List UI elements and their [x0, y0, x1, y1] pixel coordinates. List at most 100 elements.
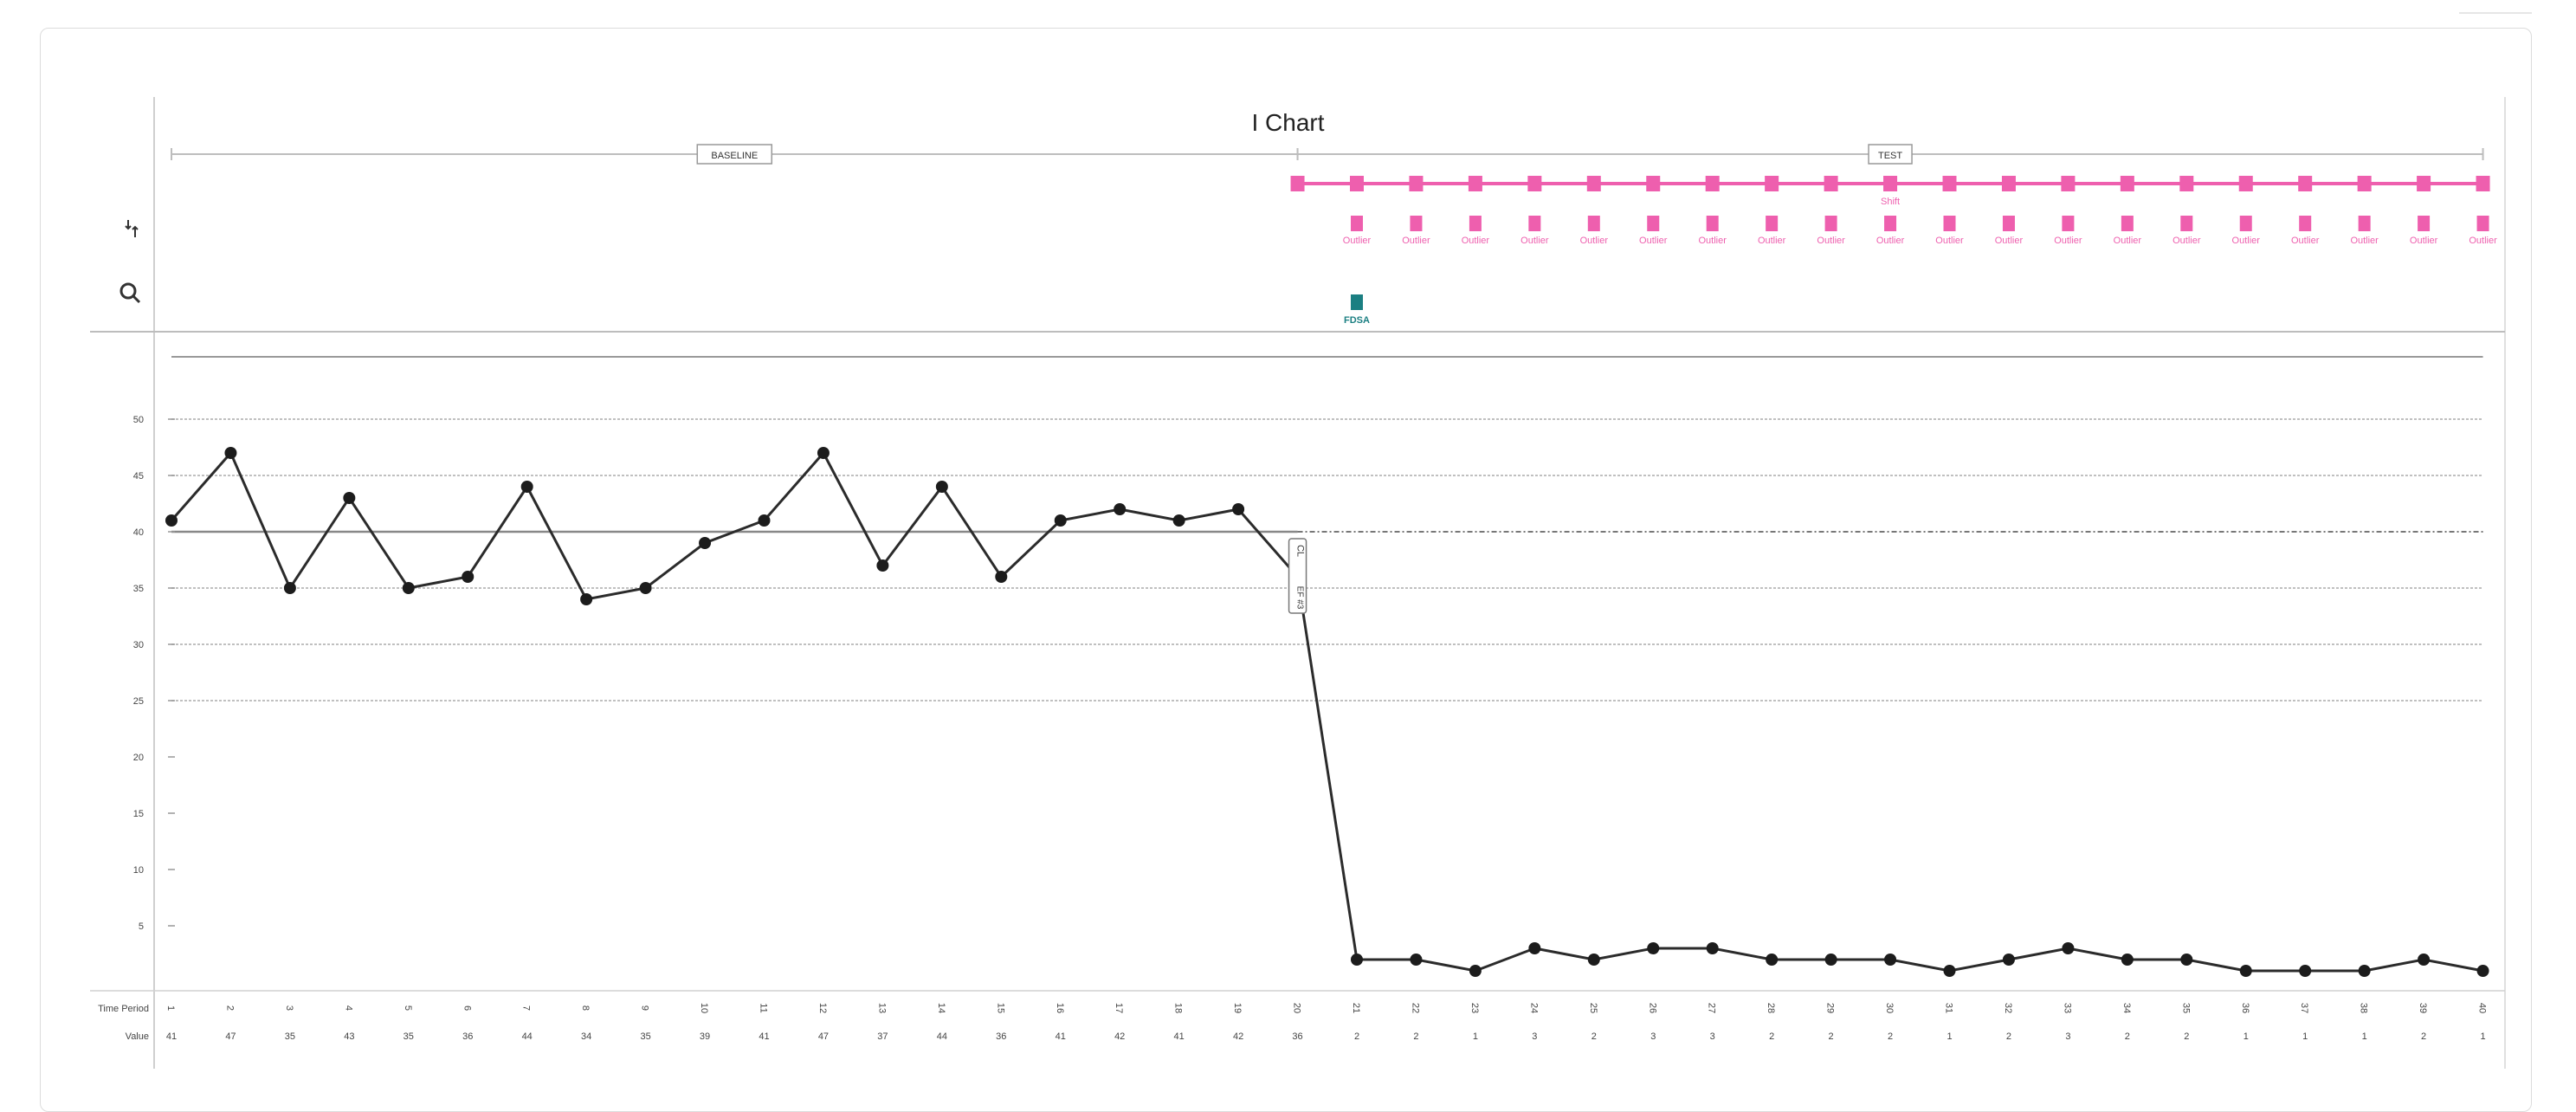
time-period-cell: 1 [165, 1005, 176, 1011]
outlier-marker [1587, 216, 1600, 231]
value-cell: 1 [2480, 1031, 2485, 1042]
y-tick-label: 40 [133, 527, 144, 538]
time-period-cell: 4 [343, 1005, 353, 1011]
data-point [2180, 954, 2193, 966]
value-cell: 2 [1591, 1031, 1597, 1042]
value-cell: 41 [166, 1031, 177, 1042]
value-cell: 47 [818, 1031, 829, 1042]
value-cell: 1 [2362, 1031, 2367, 1042]
table-time-period-label: Time Period [98, 1004, 149, 1014]
data-point [343, 492, 356, 504]
magnifier-icon[interactable] [118, 281, 144, 310]
outlier-marker [1943, 216, 1956, 231]
data-point [402, 582, 415, 594]
value-cell: 2 [2125, 1031, 2130, 1042]
shift-marker [2298, 176, 2313, 191]
shift-marker [1824, 176, 1838, 191]
y-tick-label: 10 [133, 865, 144, 876]
sort-rules-icon[interactable] [123, 217, 142, 242]
data-point [639, 582, 652, 594]
shift-marker [1942, 176, 1957, 191]
shift-marker [2179, 176, 2194, 191]
outlier-label: Outlier [2232, 236, 2261, 246]
time-period-cell: 34 [2121, 1003, 2132, 1013]
outlier-marker [2121, 216, 2134, 231]
fdsa-label: FDSA [1344, 315, 1370, 326]
time-period-cell: 17 [1114, 1003, 1124, 1013]
time-period-cell: 31 [1944, 1003, 1954, 1013]
value-cell: 44 [522, 1031, 533, 1042]
data-point [2121, 954, 2134, 966]
data-point [224, 447, 237, 459]
value-cell: 3 [1650, 1031, 1656, 1042]
outlier-label: Outlier [2114, 236, 2142, 246]
value-cell: 3 [2065, 1031, 2070, 1042]
y-tick-label: 50 [133, 415, 144, 425]
shift-marker [2476, 176, 2490, 191]
outlier-marker [1766, 216, 1779, 231]
data-point [1054, 514, 1067, 527]
data-point [935, 481, 948, 493]
value-cell: 36 [996, 1031, 1006, 1042]
shift-marker [1765, 176, 1779, 191]
data-point [2239, 965, 2252, 977]
series-line [170, 450, 2483, 973]
shift-marker [2061, 176, 2076, 191]
value-cell: 44 [937, 1031, 947, 1042]
outlier-label: Outlier [1758, 236, 1786, 246]
outlier-marker [2180, 216, 2193, 231]
time-period-cell: 18 [1173, 1003, 1184, 1013]
outlier-marker [2476, 216, 2489, 231]
ef-label: EF #3 [1295, 586, 1305, 610]
outlier-label: Outlier [1935, 236, 1964, 246]
value-cell: 34 [581, 1031, 591, 1042]
data-point [1824, 954, 1837, 966]
shift-marker [2001, 176, 2016, 191]
time-period-cell: 20 [1292, 1003, 1302, 1013]
time-period-cell: 26 [1647, 1003, 1657, 1013]
top-right-divider [2459, 12, 2532, 14]
data-point [2476, 965, 2489, 977]
outlier-label: Outlier [1698, 236, 1727, 246]
time-period-cell: 11 [759, 1003, 769, 1012]
y-tick-label: 25 [133, 696, 144, 707]
outlier-label: Outlier [2054, 236, 2082, 246]
value-cell: 2 [2421, 1031, 2426, 1042]
y-tick-label: 5 [139, 921, 144, 932]
value-cell: 42 [1114, 1031, 1125, 1042]
shift-marker [1350, 176, 1364, 191]
shift-marker [1527, 176, 1542, 191]
shift-marker [1705, 176, 1720, 191]
shift-label: Shift [1881, 197, 1900, 207]
data-point [2358, 965, 2371, 977]
time-period-cell: 5 [403, 1005, 413, 1011]
data-point [699, 537, 712, 549]
value-cell: 1 [1473, 1031, 1478, 1042]
time-period-cell: 3 [284, 1005, 294, 1011]
time-period-cell: 40 [2477, 1003, 2488, 1013]
value-cell: 42 [1233, 1031, 1243, 1042]
time-period-cell: 25 [1588, 1003, 1598, 1013]
value-cell: 36 [1292, 1031, 1302, 1042]
outlier-label: Outlier [2291, 236, 2320, 246]
time-period-cell: 28 [1766, 1003, 1776, 1013]
outlier-marker [1706, 216, 1719, 231]
outlier-marker [2062, 216, 2075, 231]
outlier-label: Outlier [1817, 236, 1845, 246]
data-point [758, 514, 771, 527]
value-cell: 2 [1888, 1031, 1893, 1042]
time-period-cell: 2 [224, 1005, 235, 1011]
time-period-cell: 35 [2180, 1003, 2191, 1013]
time-period-cell: 9 [640, 1005, 650, 1011]
outlier-marker [1884, 216, 1897, 231]
data-point [995, 571, 1008, 583]
data-point [1172, 514, 1185, 527]
data-point [876, 559, 889, 572]
time-period-cell: 30 [1884, 1003, 1895, 1013]
outlier-label: Outlier [1995, 236, 2024, 246]
outlier-label: Outlier [1580, 236, 1609, 246]
outlier-label: Outlier [1402, 236, 1430, 246]
phase-label-box [696, 144, 773, 165]
table-value-label: Value [126, 1031, 149, 1042]
phase-label: TEST [1878, 151, 1902, 161]
